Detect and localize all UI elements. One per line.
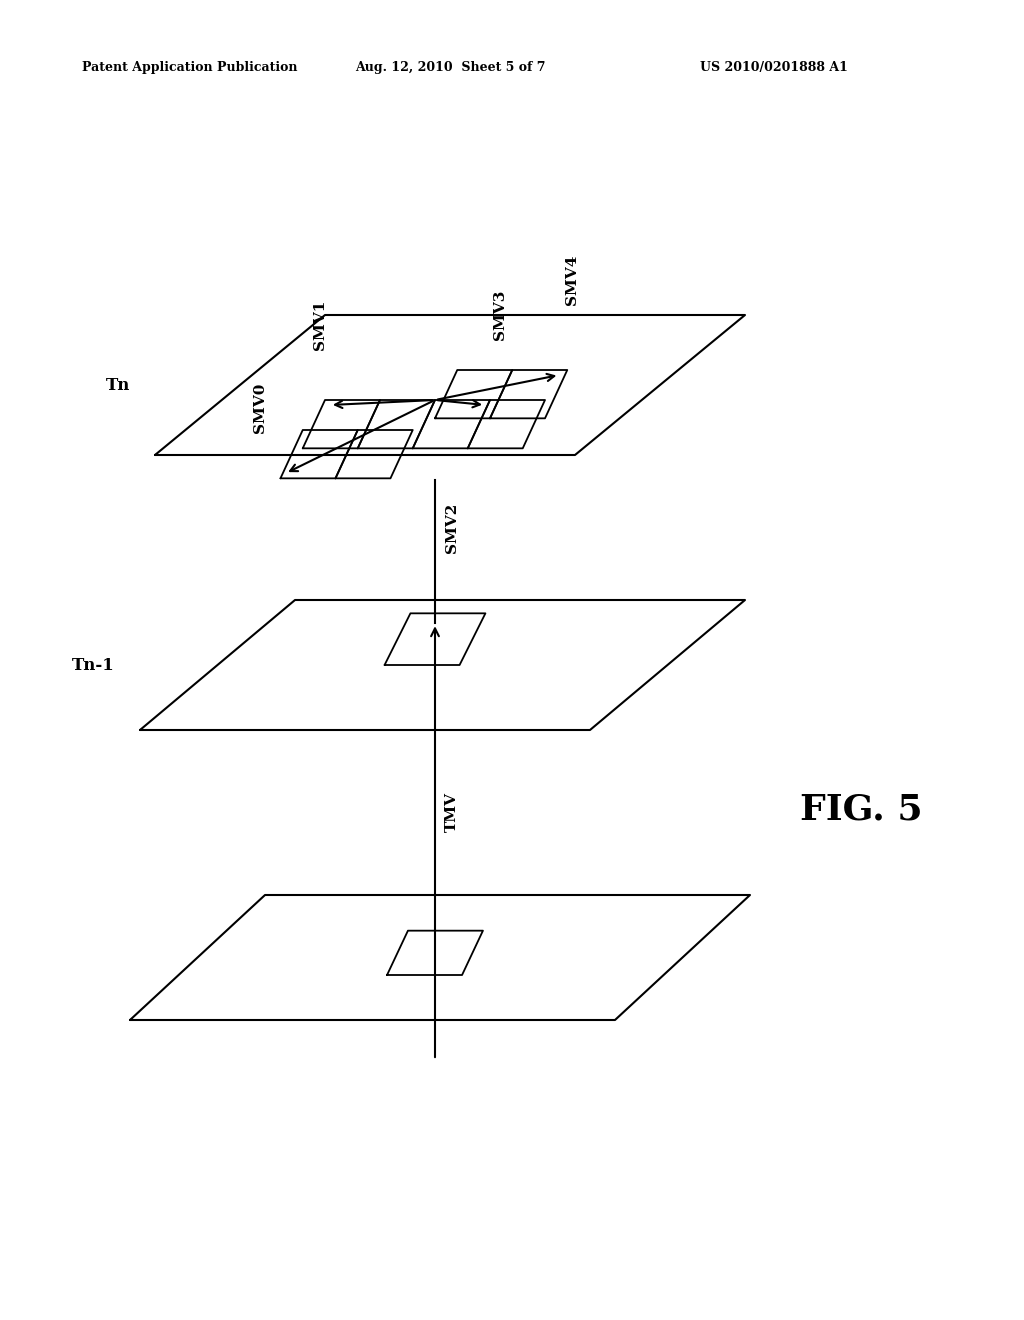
Text: Aug. 12, 2010  Sheet 5 of 7: Aug. 12, 2010 Sheet 5 of 7: [355, 62, 546, 74]
Text: FIG. 5: FIG. 5: [800, 793, 923, 828]
Text: SMV2: SMV2: [445, 503, 459, 553]
Text: SMV4: SMV4: [565, 255, 580, 305]
Text: Tn: Tn: [105, 376, 130, 393]
Text: SMV3: SMV3: [493, 289, 507, 341]
Text: Tn-1: Tn-1: [73, 656, 115, 673]
Text: US 2010/0201888 A1: US 2010/0201888 A1: [700, 62, 848, 74]
Text: SMV1: SMV1: [313, 300, 327, 350]
Text: Patent Application Publication: Patent Application Publication: [82, 62, 298, 74]
Text: TMV: TMV: [445, 792, 459, 833]
Text: SMV0: SMV0: [254, 383, 267, 433]
